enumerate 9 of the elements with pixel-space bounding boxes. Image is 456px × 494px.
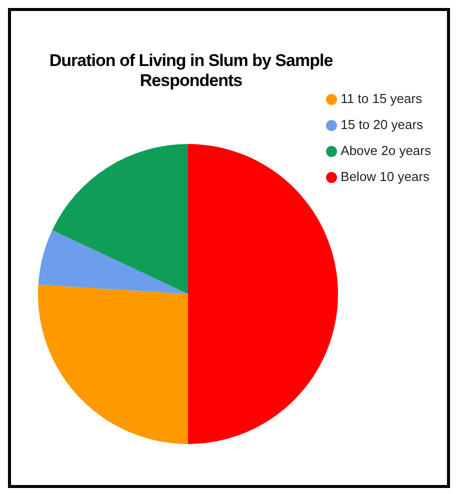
legend-label: Below 10 years	[340, 169, 430, 184]
pie-slice	[188, 144, 338, 444]
pie-slice	[52, 144, 188, 294]
pie-slice	[38, 230, 188, 294]
chart-title: Duration of Living in Slum by Sample Respondents	[48, 51, 334, 91]
legend-label: 15 to 20 years	[340, 117, 424, 132]
pie-slice	[38, 284, 188, 444]
legend-label: Above 2o years	[340, 143, 431, 158]
legend-label: 11 to 15 years	[340, 91, 422, 106]
